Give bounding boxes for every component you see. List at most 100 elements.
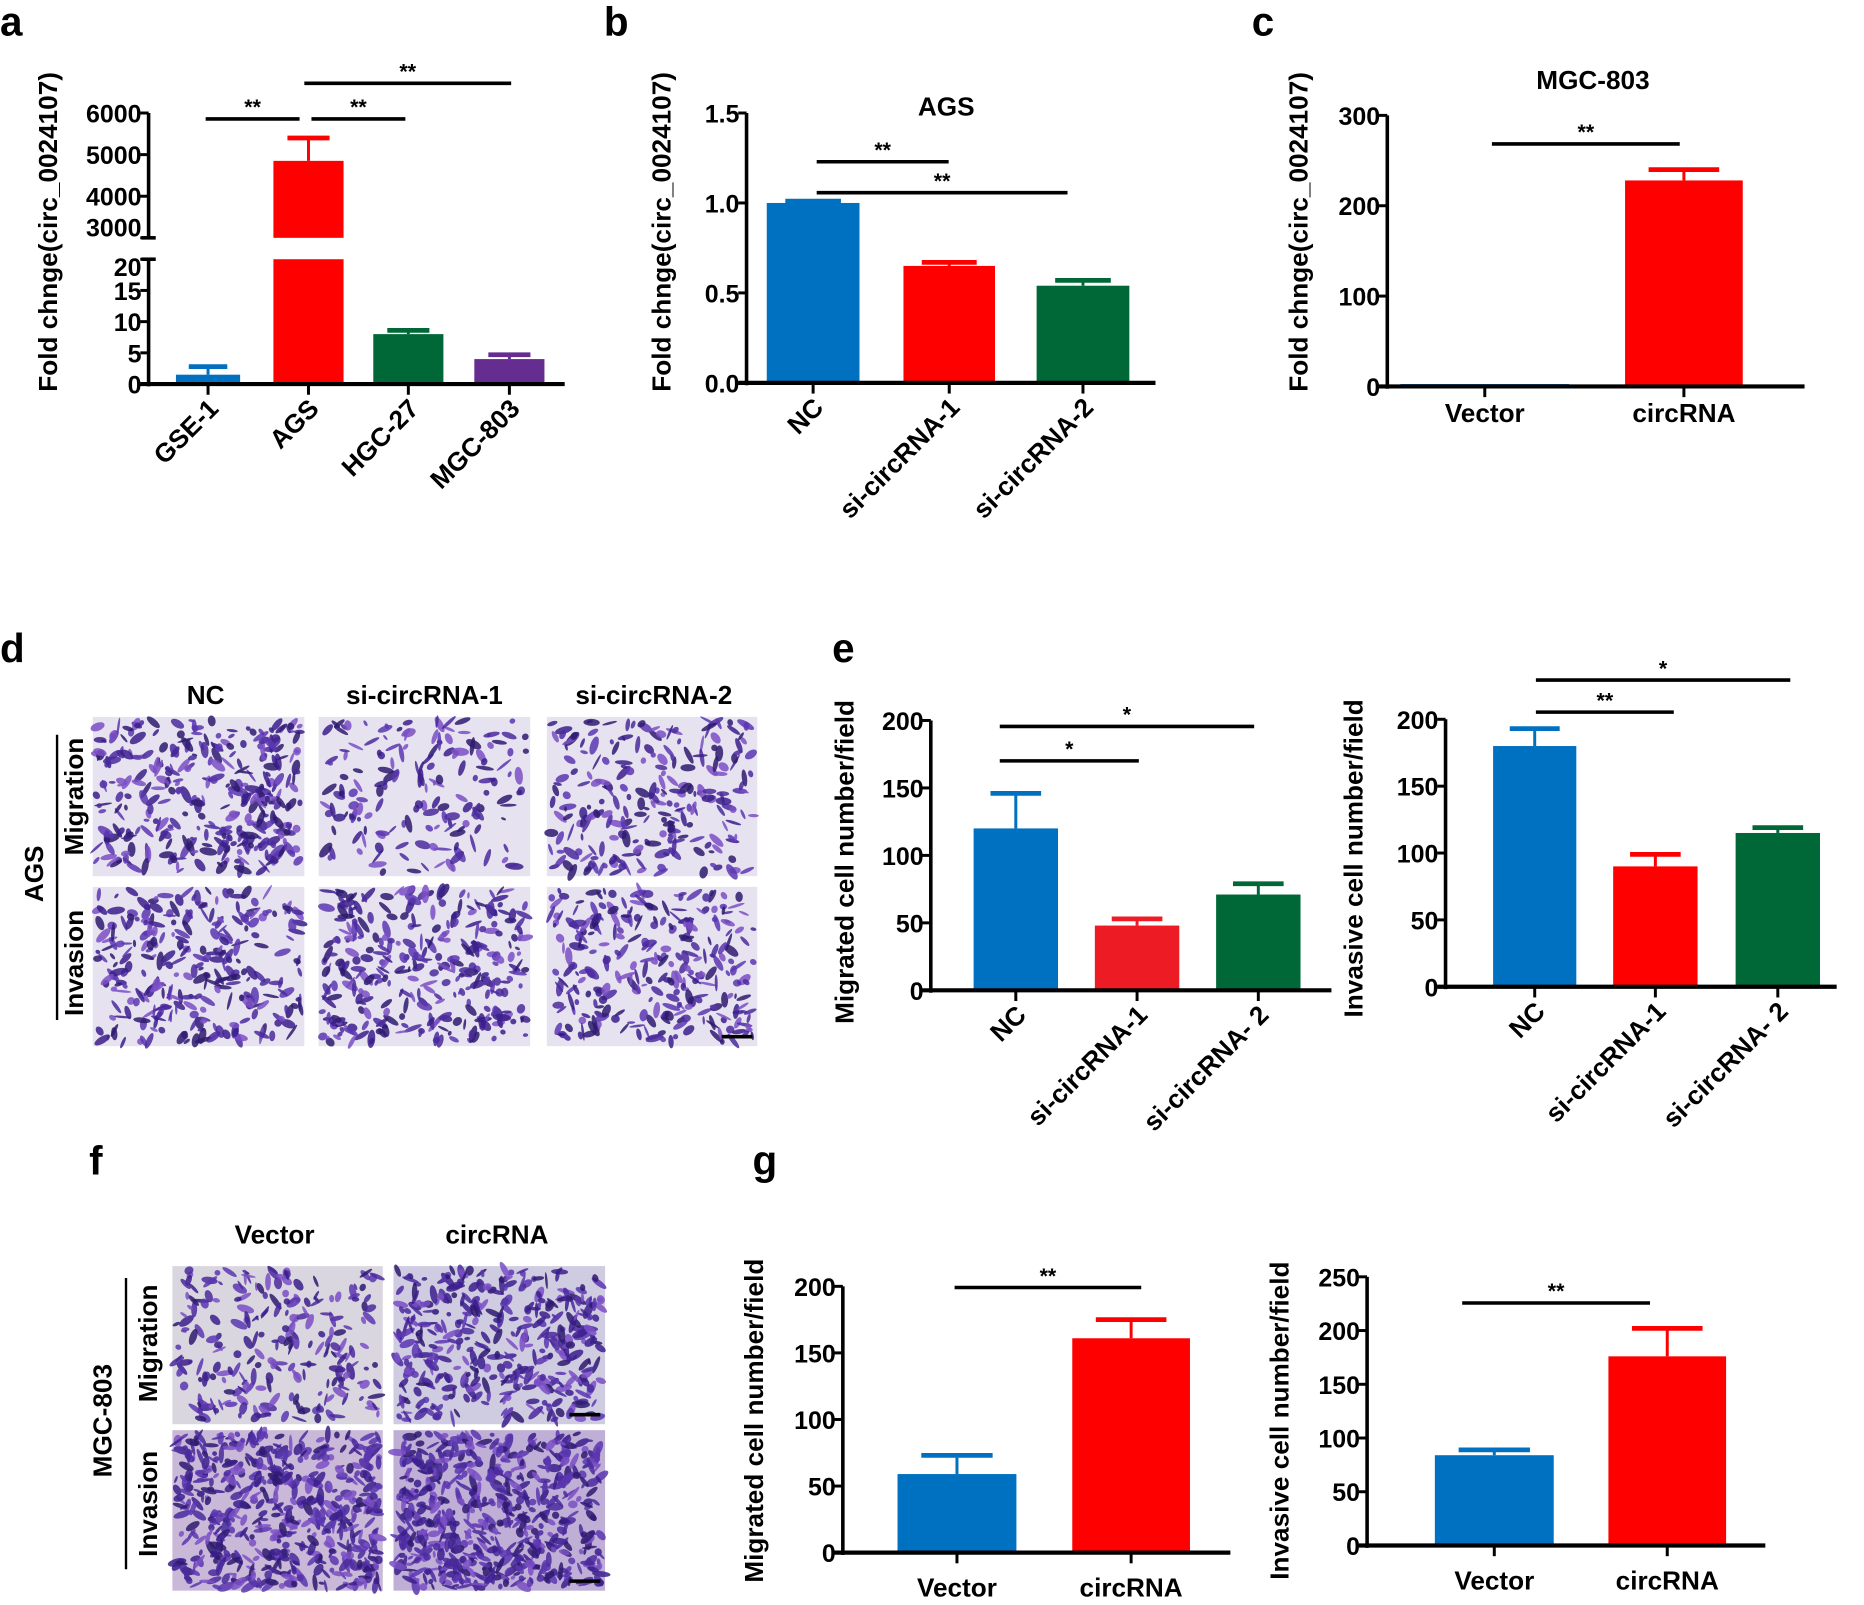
cell <box>293 747 301 756</box>
bar-MGC-803 <box>474 359 545 385</box>
cell <box>253 731 269 742</box>
x-tick-label: si-circRNA- 2 <box>1137 1000 1274 1137</box>
cell <box>227 834 233 842</box>
chart-title: AGS <box>918 91 975 121</box>
cell <box>269 844 285 859</box>
micrograph-f-1-1 <box>388 1429 611 1595</box>
y-tick-label: 0 <box>822 1540 836 1568</box>
cell <box>262 771 271 788</box>
cell <box>194 858 206 872</box>
cell <box>131 779 147 787</box>
chart-g-6: Vector circRNA 0 50 100 150 200 250 Invasive cel… <box>1265 1262 1766 1595</box>
cell <box>258 859 270 873</box>
cell <box>228 733 235 739</box>
x-tick-label: Vector <box>1445 398 1525 428</box>
cell <box>229 779 241 792</box>
micrograph-f-1-0 <box>167 1425 387 1594</box>
cell <box>253 796 267 809</box>
cell <box>208 820 216 827</box>
cell <box>433 824 440 830</box>
y-axis-label: Invasive cell number/field <box>1265 1262 1295 1580</box>
x-tick-label: circRNA <box>1632 398 1735 428</box>
cell <box>184 765 192 773</box>
cell <box>106 856 120 867</box>
cell <box>92 791 101 800</box>
cell <box>251 822 267 834</box>
cell <box>160 830 172 840</box>
panel-f-group: MGC-803 <box>88 1364 118 1477</box>
x-tick-label: si-circRNA-2 <box>967 392 1099 524</box>
bar-Vector <box>1434 1455 1554 1546</box>
cell <box>189 836 195 841</box>
chart-b-1: NC si-circRNA-1 si-circRNA-2 0.0 0.5 1.0 1.5 Fo… <box>646 72 1156 524</box>
cell <box>157 798 171 805</box>
panel-d-micrographs <box>90 715 759 1049</box>
micrograph-d-0-2 <box>544 716 759 881</box>
cell <box>236 825 243 832</box>
y-axis-label: Fold chnge(circ_0024107) <box>646 72 676 392</box>
x-tick-label: AGS <box>263 393 324 454</box>
cell <box>98 809 107 814</box>
cell <box>270 840 277 849</box>
cell <box>169 855 178 864</box>
y-tick-label: 100 <box>794 1407 836 1435</box>
cell <box>234 858 242 864</box>
cell <box>267 792 274 797</box>
cell <box>90 841 104 854</box>
cell <box>152 756 160 774</box>
cell <box>131 754 143 760</box>
cell <box>201 794 206 804</box>
panel-label-c: c <box>1252 0 1274 45</box>
panel-f-col-vector: Vector <box>235 1220 315 1250</box>
y-tick-label: 200 <box>882 708 924 736</box>
cell <box>196 825 201 831</box>
cell <box>263 736 278 751</box>
cell <box>247 842 254 849</box>
micrograph-f-0-1 <box>391 1261 608 1428</box>
cell <box>316 1487 325 1506</box>
cell <box>343 750 348 761</box>
cell <box>147 803 154 815</box>
cell <box>141 857 149 876</box>
cell <box>514 766 523 785</box>
cell <box>114 803 123 814</box>
significance-label: ** <box>244 95 261 119</box>
cell <box>96 803 102 809</box>
x-tick-label: NC <box>1503 996 1551 1044</box>
y-tick-label: 200 <box>794 1274 836 1302</box>
cell <box>211 747 223 764</box>
cell <box>164 779 170 785</box>
y-tick-label: 150 <box>1318 1372 1360 1400</box>
cell <box>215 732 222 739</box>
cell <box>165 838 173 850</box>
cell <box>140 825 154 838</box>
cell <box>182 811 189 817</box>
micrograph-d-0-1 <box>318 715 531 877</box>
cell <box>255 866 268 876</box>
cell <box>289 782 299 793</box>
significance-label: ** <box>874 138 891 162</box>
cell <box>220 757 235 770</box>
significance-label: * <box>1065 737 1074 761</box>
cell <box>437 803 450 812</box>
significance-label: ** <box>934 169 951 193</box>
y-axis-label: Fold chnge(circ_0024107) <box>1284 72 1314 392</box>
cell <box>124 793 132 800</box>
y-tick-label: 4000 <box>86 184 142 212</box>
cell <box>244 785 263 793</box>
y-tick-label: 50 <box>808 1474 836 1502</box>
cell <box>90 722 105 732</box>
cell <box>230 841 237 847</box>
cell <box>110 859 123 868</box>
cell <box>297 799 303 807</box>
cell <box>134 769 147 783</box>
y-tick-label: 200 <box>1397 707 1439 735</box>
y-tick-label: 100 <box>1318 1426 1360 1454</box>
cell <box>152 818 159 825</box>
cell <box>170 718 185 729</box>
cell <box>196 1477 206 1482</box>
cell <box>228 810 240 818</box>
significance-label: ** <box>1597 688 1614 712</box>
cell <box>273 773 285 787</box>
